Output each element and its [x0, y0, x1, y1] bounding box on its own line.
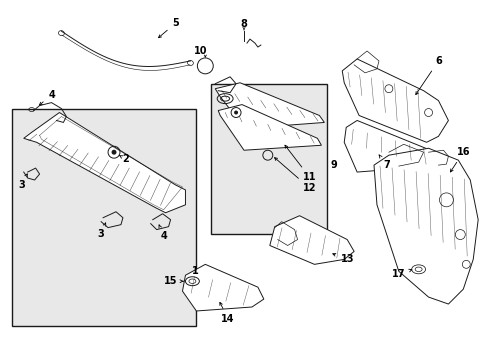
Text: 9: 9 [330, 160, 337, 170]
Text: 12: 12 [274, 158, 316, 193]
Polygon shape [373, 148, 477, 304]
Polygon shape [182, 264, 264, 311]
Polygon shape [215, 83, 324, 129]
Text: 3: 3 [98, 223, 105, 239]
Text: 7: 7 [378, 155, 389, 170]
Text: 3: 3 [19, 174, 27, 190]
Polygon shape [218, 105, 321, 150]
Text: 14: 14 [220, 302, 234, 324]
Text: 2: 2 [120, 154, 129, 164]
Text: 13: 13 [332, 253, 353, 264]
Circle shape [111, 150, 116, 155]
Polygon shape [342, 59, 447, 142]
Text: 8: 8 [240, 19, 247, 29]
Text: 17: 17 [391, 269, 411, 279]
Polygon shape [344, 121, 436, 172]
Bar [12, 109, 196, 327]
Polygon shape [269, 216, 353, 264]
Circle shape [234, 111, 238, 114]
Text: 1: 1 [192, 266, 198, 276]
Bar [210, 84, 326, 234]
Text: 10: 10 [193, 46, 207, 56]
Text: 6: 6 [415, 56, 441, 95]
Text: 16: 16 [449, 147, 469, 172]
Polygon shape [24, 113, 185, 213]
Text: 4: 4 [159, 225, 167, 240]
Text: 4: 4 [40, 90, 55, 105]
Text: 11: 11 [285, 145, 316, 182]
Text: 15: 15 [163, 276, 183, 286]
Text: 5: 5 [158, 18, 179, 38]
